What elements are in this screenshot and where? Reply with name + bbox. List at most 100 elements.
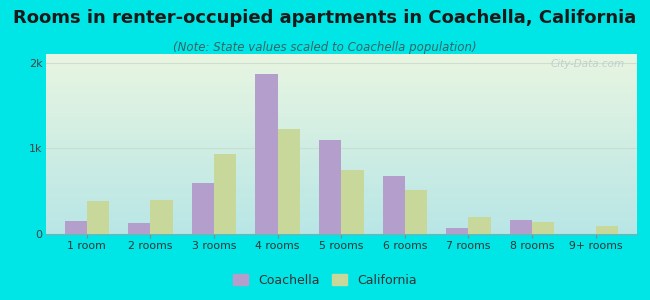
Bar — [46, 159, 637, 160]
Bar — [46, 83, 637, 84]
Bar — [46, 128, 637, 129]
Bar — [46, 219, 637, 220]
Bar — [46, 90, 637, 91]
Bar — [46, 228, 637, 229]
Bar — [46, 169, 637, 170]
Bar — [46, 211, 637, 212]
Bar — [46, 146, 637, 147]
Bar — [87, 201, 109, 234]
Text: City-Data.com: City-Data.com — [551, 59, 625, 69]
Bar — [46, 109, 637, 110]
Bar — [46, 212, 637, 213]
Bar — [46, 137, 637, 138]
Bar — [46, 80, 637, 81]
Bar — [46, 74, 637, 75]
Bar — [46, 233, 637, 234]
Bar — [46, 210, 637, 211]
Bar — [46, 55, 637, 56]
Bar — [46, 171, 637, 172]
Bar — [46, 158, 637, 159]
Bar — [46, 181, 637, 182]
Bar — [46, 203, 637, 204]
Bar — [46, 187, 637, 188]
Bar — [46, 129, 637, 130]
Bar — [46, 166, 637, 167]
Bar — [46, 154, 637, 155]
Bar — [46, 182, 637, 183]
Bar — [46, 110, 637, 111]
Bar — [46, 207, 637, 208]
Bar — [46, 189, 637, 190]
Bar — [46, 93, 637, 94]
Bar — [46, 113, 637, 114]
Bar — [278, 129, 300, 234]
Bar — [46, 135, 637, 136]
Bar — [319, 140, 341, 234]
Bar — [46, 176, 637, 177]
Bar — [46, 147, 637, 148]
Bar — [46, 76, 637, 77]
Bar — [46, 70, 637, 71]
Bar — [46, 226, 637, 227]
Bar — [46, 196, 637, 197]
Bar — [46, 108, 637, 109]
Bar — [46, 112, 637, 113]
Bar — [46, 79, 637, 80]
Bar — [46, 164, 637, 165]
Bar — [446, 228, 469, 234]
Bar — [46, 104, 637, 105]
Bar — [46, 81, 637, 82]
Bar — [46, 125, 637, 126]
Bar — [46, 195, 637, 196]
Bar — [46, 184, 637, 185]
Bar — [46, 78, 637, 79]
Bar — [46, 82, 637, 83]
Bar — [46, 185, 637, 186]
Bar — [46, 191, 637, 192]
Bar — [46, 143, 637, 144]
Bar — [46, 85, 637, 86]
Bar — [46, 192, 637, 193]
Bar — [46, 183, 637, 184]
Bar — [46, 221, 637, 222]
Bar — [46, 217, 637, 218]
Bar — [46, 61, 637, 62]
Bar — [46, 209, 637, 210]
Bar — [46, 101, 637, 102]
Bar — [46, 60, 637, 61]
Bar — [46, 71, 637, 72]
Bar — [46, 225, 637, 226]
Bar — [46, 103, 637, 104]
Bar — [46, 175, 637, 176]
Bar — [255, 74, 278, 234]
Bar — [341, 170, 363, 234]
Bar — [46, 202, 637, 203]
Bar — [46, 167, 637, 168]
Bar — [46, 124, 637, 125]
Bar — [46, 224, 637, 225]
Bar — [46, 132, 637, 133]
Text: (Note: State values scaled to Coachella population): (Note: State values scaled to Coachella … — [173, 40, 477, 53]
Bar — [46, 229, 637, 230]
Bar — [46, 149, 637, 150]
Bar — [46, 139, 637, 140]
Bar — [46, 116, 637, 117]
Bar — [532, 222, 554, 234]
Bar — [46, 215, 637, 216]
Bar — [46, 63, 637, 64]
Bar — [46, 145, 637, 146]
Bar — [64, 221, 87, 234]
Bar — [510, 220, 532, 234]
Bar — [46, 199, 637, 200]
Bar — [46, 136, 637, 137]
Bar — [46, 72, 637, 73]
Bar — [46, 96, 637, 97]
Bar — [46, 231, 637, 232]
Bar — [46, 111, 637, 112]
Legend: Coachella, California: Coachella, California — [229, 270, 421, 291]
Bar — [46, 120, 637, 121]
Bar — [46, 151, 637, 152]
Bar — [46, 141, 637, 142]
Bar — [46, 84, 637, 85]
Bar — [46, 106, 637, 107]
